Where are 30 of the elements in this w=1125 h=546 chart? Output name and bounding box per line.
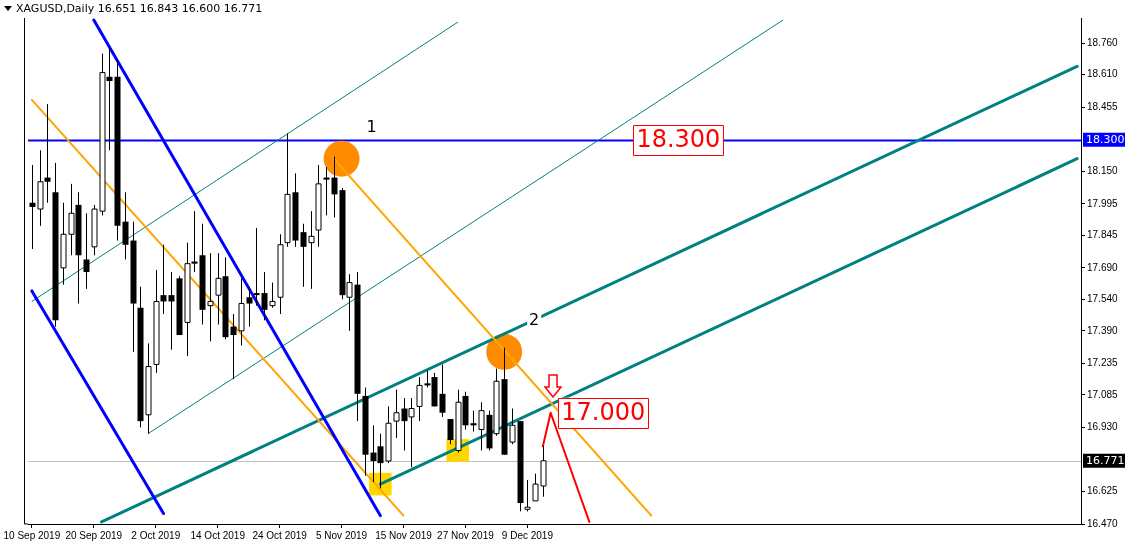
y-tick-label: 17.085 — [1087, 388, 1119, 400]
y-tick-label: 17.995 — [1087, 197, 1119, 209]
series-label: 2 — [529, 309, 540, 329]
y-tick-label: 18.760 — [1087, 36, 1119, 48]
y-tick-label: 17.235 — [1087, 357, 1119, 369]
x-tick-label: 27 Nov 2019 — [437, 529, 495, 541]
y-tick-label: 16.470 — [1087, 517, 1119, 529]
y-tick-label: 16.625 — [1087, 485, 1119, 497]
ref-line-label: 16.771 — [1086, 453, 1125, 467]
x-tick-label: 9 Dec 2019 — [501, 529, 554, 541]
y-tick-label: 18.150 — [1087, 165, 1119, 177]
y-tick-label: 17.390 — [1087, 324, 1119, 336]
y-tick-label: 18.610 — [1087, 68, 1119, 80]
series-label: 1 — [366, 116, 377, 136]
y-tick-label: 16.930 — [1087, 421, 1119, 433]
x-tick-label: 5 Nov 2019 — [316, 529, 368, 541]
x-tick-label: 15 Nov 2019 — [375, 529, 433, 541]
y-tick-label: 17.540 — [1087, 293, 1119, 305]
y-tick-label: 17.845 — [1087, 229, 1119, 241]
x-tick-label: 2 Oct 2019 — [131, 529, 181, 541]
x-tick-label: 20 Sep 2019 — [65, 529, 123, 541]
ref-line-label: 18.300 — [1086, 132, 1125, 146]
annotation: 17.000 — [561, 397, 646, 426]
x-tick-label: 10 Sep 2019 — [3, 529, 61, 541]
x-tick-label: 14 Oct 2019 — [190, 529, 246, 541]
x-tick-label: 24 Oct 2019 — [252, 529, 308, 541]
annotation: 18.300 — [636, 125, 721, 154]
chart-title: XAGUSD,Daily 16.651 16.843 16.600 16.771 — [16, 2, 263, 15]
y-tick-label: 18.455 — [1087, 100, 1119, 112]
y-tick-label: 17.690 — [1087, 261, 1119, 273]
